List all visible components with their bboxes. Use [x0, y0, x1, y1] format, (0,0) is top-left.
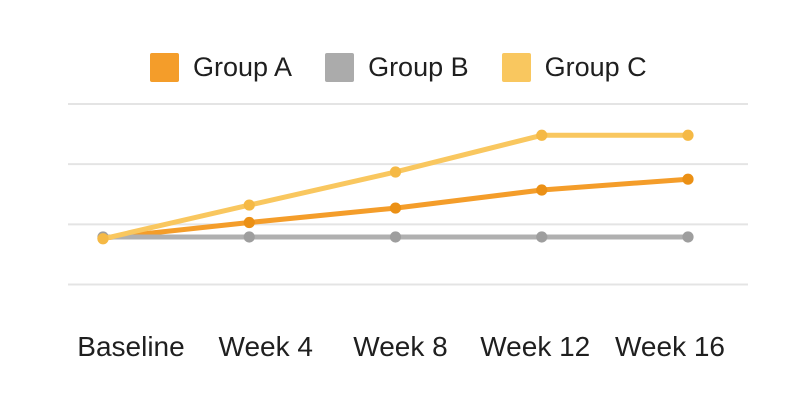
legend-swatch-group-b — [325, 53, 355, 82]
x-axis-label-week-8: Week 8 — [353, 331, 448, 362]
legend-item-group-a: Group A — [150, 53, 292, 82]
data-point-group-c — [97, 233, 109, 245]
legend-label: Group B — [368, 52, 469, 82]
legend-item-group-c: Group C — [501, 52, 647, 82]
legend-label: Group A — [193, 52, 293, 82]
legend: Group A Group B Group C — [150, 53, 647, 82]
legend-item-group-b: Group B — [325, 53, 469, 82]
x-axis-label-baseline: Baseline — [77, 331, 185, 362]
data-point-group-a — [682, 173, 694, 185]
x-axis-label-week-4: Week 4 — [218, 331, 313, 362]
data-point-group-a — [536, 184, 548, 196]
data-point-group-a — [389, 202, 402, 214]
data-point-group-b — [389, 231, 402, 243]
x-axis-label-week-16: Week 16 — [615, 331, 725, 362]
data-point-group-b — [536, 231, 548, 243]
data-point-group-c — [243, 199, 255, 211]
data-point-group-c — [682, 129, 694, 141]
legend-label: Group C — [544, 52, 647, 82]
legend-swatch-group-c — [501, 53, 531, 82]
data-point-group-b — [682, 231, 694, 243]
data-point-group-b — [243, 231, 255, 243]
data-point-group-c — [389, 166, 402, 178]
legend-swatch-group-a — [150, 53, 179, 82]
x-axis-label-week-12: Week 12 — [480, 331, 591, 362]
data-point-group-a — [243, 216, 255, 229]
data-point-group-c — [536, 129, 548, 141]
